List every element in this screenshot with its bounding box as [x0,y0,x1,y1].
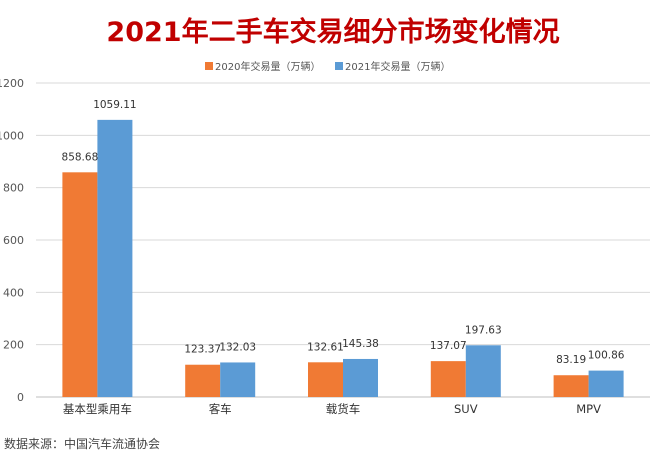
data-label: 1059.11 [93,99,136,111]
bar [308,362,343,397]
data-label: 132.03 [219,341,256,353]
bar [185,364,221,397]
y-tick-label: 800 [3,182,24,195]
legend-swatch-2021 [335,62,343,70]
gridlines [36,82,650,398]
source-note: 数据来源：中国汽车流通协会 [4,436,160,451]
data-label: 145.38 [342,338,379,350]
x-tick-label: MPV [576,402,601,416]
data-label: 858.68 [62,151,99,163]
y-axis: 0 200 400 600 800 1000 1200 [0,77,24,404]
data-label: 132.61 [307,341,344,353]
x-axis: 基本型乘用车 客车 载货车 SUV MPV [63,402,601,416]
y-tick-label: 400 [3,286,24,299]
x-tick-label: 基本型乘用车 [63,402,132,416]
x-tick-label: SUV [454,402,478,416]
bar [553,375,589,397]
chart-title: 2021年二手车交易细分市场变化情况 [106,16,559,48]
legend-label-2020: 2020年交易量（万辆） [215,60,320,73]
data-label: 83.19 [556,354,586,366]
y-tick-label: 1200 [0,77,24,90]
y-tick-label: 1000 [0,129,24,142]
data-label: 100.86 [588,350,625,362]
data-label: 137.07 [430,340,467,352]
bar [62,172,98,397]
bar [220,362,256,397]
bar [465,345,501,397]
bar [430,361,466,397]
legend-label-2021: 2021年交易量（万辆） [345,60,450,73]
y-tick-label: 0 [17,391,24,404]
legend-swatch-2020 [205,62,213,70]
bars [62,119,624,398]
bar [588,370,624,397]
bar [97,119,133,398]
x-tick-label: 载货车 [326,402,361,416]
data-label: 197.63 [465,324,502,336]
x-tick-label: 客车 [209,402,232,416]
y-tick-label: 200 [3,339,24,352]
legend: 2020年交易量（万辆） 2021年交易量（万辆） [205,60,450,73]
y-tick-label: 600 [3,234,24,247]
bar [343,358,378,397]
data-label: 123.37 [184,344,221,356]
